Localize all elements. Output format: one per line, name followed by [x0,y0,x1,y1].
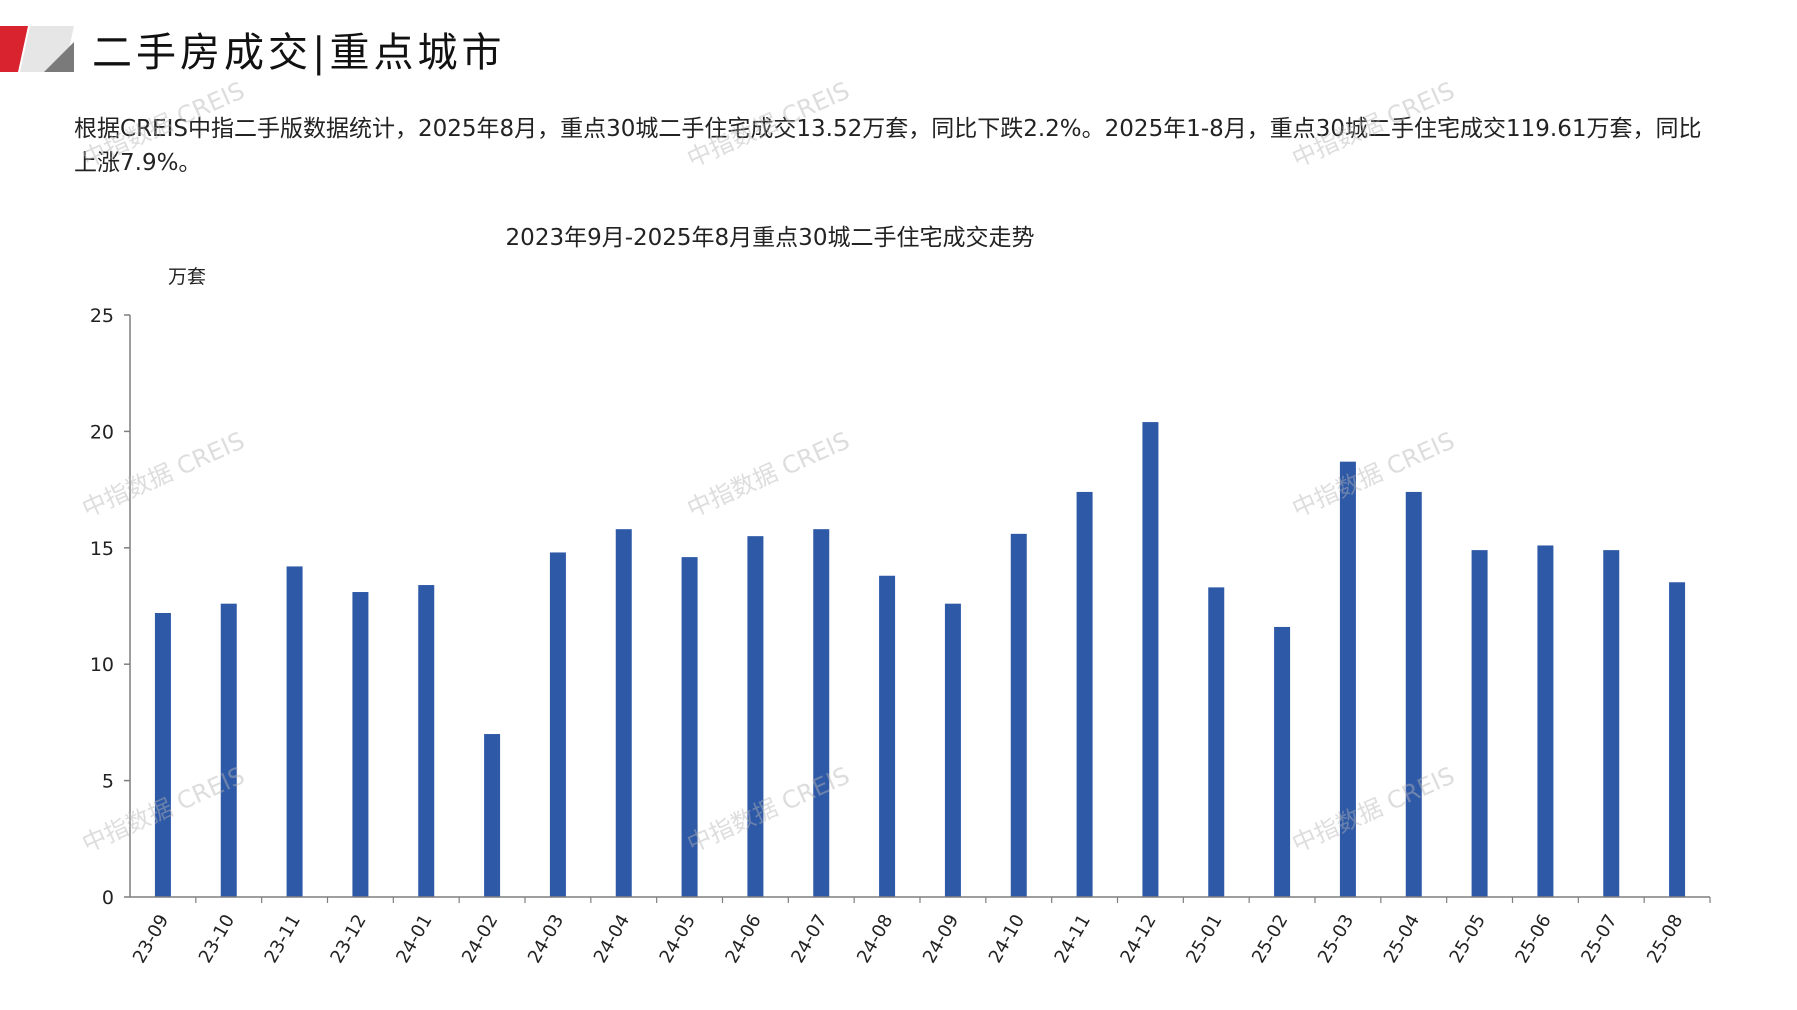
bar [747,536,764,897]
y-tick-label: 0 [102,887,114,909]
y-tick-label: 25 [90,305,114,327]
bar [286,566,303,897]
x-tick-label: 25-04 [1380,911,1424,967]
x-tick-label: 24-11 [1051,911,1095,967]
bar [681,557,698,897]
bar [549,552,566,897]
bar [1405,491,1422,897]
chart-title: 2023年9月-2025年8月重点30城二手住宅成交走势 [506,225,1035,251]
x-tick-label: 23-10 [195,911,239,967]
bar [1142,422,1159,897]
bar [484,734,501,897]
x-axis-ticks: 23-09 23-10 23-11 23-12 24-01 24-02 24-03 24-04… [129,897,1711,967]
x-tick-label: 25-05 [1446,911,1490,967]
x-tick-label: 25-07 [1577,911,1621,967]
bar [813,529,830,897]
bar [1076,491,1093,897]
bar [615,529,632,897]
bar [944,603,961,897]
y-axis-label: 万套 [168,266,206,288]
x-tick-label: 24-07 [787,911,831,967]
x-tick-label: 24-04 [590,911,634,967]
x-tick-label: 24-09 [919,911,963,967]
bar [220,603,237,897]
bars [154,422,1686,897]
bar [1603,550,1620,897]
x-tick-label: 24-05 [656,911,700,967]
bar [1537,545,1554,897]
bar [1471,550,1488,897]
y-tick-label: 5 [102,771,114,793]
page-title: 二手房成交|重点城市 [92,30,506,76]
logo-red-shape [0,26,28,72]
bar [879,575,896,897]
bar [1339,461,1356,897]
y-tick-label: 10 [90,654,114,676]
bar [352,592,369,897]
x-tick-label: 24-02 [458,911,502,967]
x-tick-label: 25-08 [1643,911,1687,967]
x-tick-label: 24-08 [853,911,897,967]
x-tick-label: 23-11 [261,911,305,967]
bar [1669,582,1686,897]
x-tick-label: 25-02 [1248,911,1292,967]
x-tick-label: 24-01 [392,911,436,967]
bar-chart: 2023年9月-2025年8月重点30城二手住宅成交走势 万套 0 5 10 15 20… [90,225,1711,967]
x-tick-label: 24-12 [1116,911,1160,967]
y-tick-label: 20 [90,421,114,443]
bar [418,585,435,897]
brand-logo [0,26,74,72]
x-tick-label: 25-06 [1511,911,1555,967]
bar [154,612,171,897]
logo-gray-shape [44,42,74,72]
y-axis-ticks: 0 5 10 15 20 25 [90,305,130,909]
summary-text: 根据CREIS中指二手版数据统计，2025年8月，重点30城二手住宅成交13.5… [74,116,1702,176]
x-tick-label: 24-10 [985,911,1029,967]
bar [1208,587,1225,897]
bar [1274,626,1291,897]
x-tick-label: 24-06 [721,911,765,967]
x-tick-label: 23-12 [326,911,370,967]
x-tick-label: 23-09 [129,911,173,967]
x-tick-label: 25-03 [1314,911,1358,967]
bar [1010,533,1027,897]
x-tick-label: 24-03 [524,911,568,967]
x-tick-label: 25-01 [1182,911,1226,967]
y-tick-label: 15 [90,538,114,560]
